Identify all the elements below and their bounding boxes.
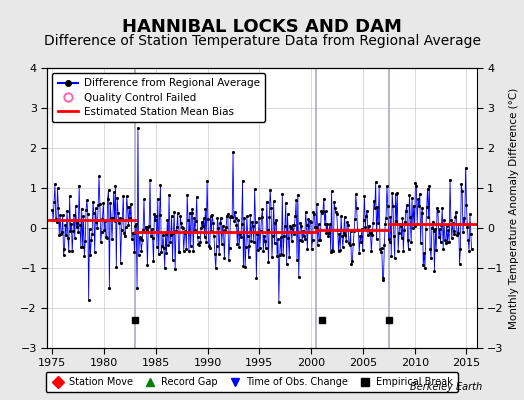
Legend: Station Move, Record Gap, Time of Obs. Change, Empirical Break: Station Move, Record Gap, Time of Obs. C… <box>46 372 457 392</box>
Legend: Difference from Regional Average, Quality Control Failed, Estimated Station Mean: Difference from Regional Average, Qualit… <box>52 73 265 122</box>
Text: Difference of Station Temperature Data from Regional Average: Difference of Station Temperature Data f… <box>43 34 481 48</box>
Text: HANNIBAL LOCKS AND DAM: HANNIBAL LOCKS AND DAM <box>122 18 402 36</box>
Y-axis label: Monthly Temperature Anomaly Difference (°C): Monthly Temperature Anomaly Difference (… <box>509 87 519 329</box>
Text: Berkeley Earth: Berkeley Earth <box>410 382 482 392</box>
